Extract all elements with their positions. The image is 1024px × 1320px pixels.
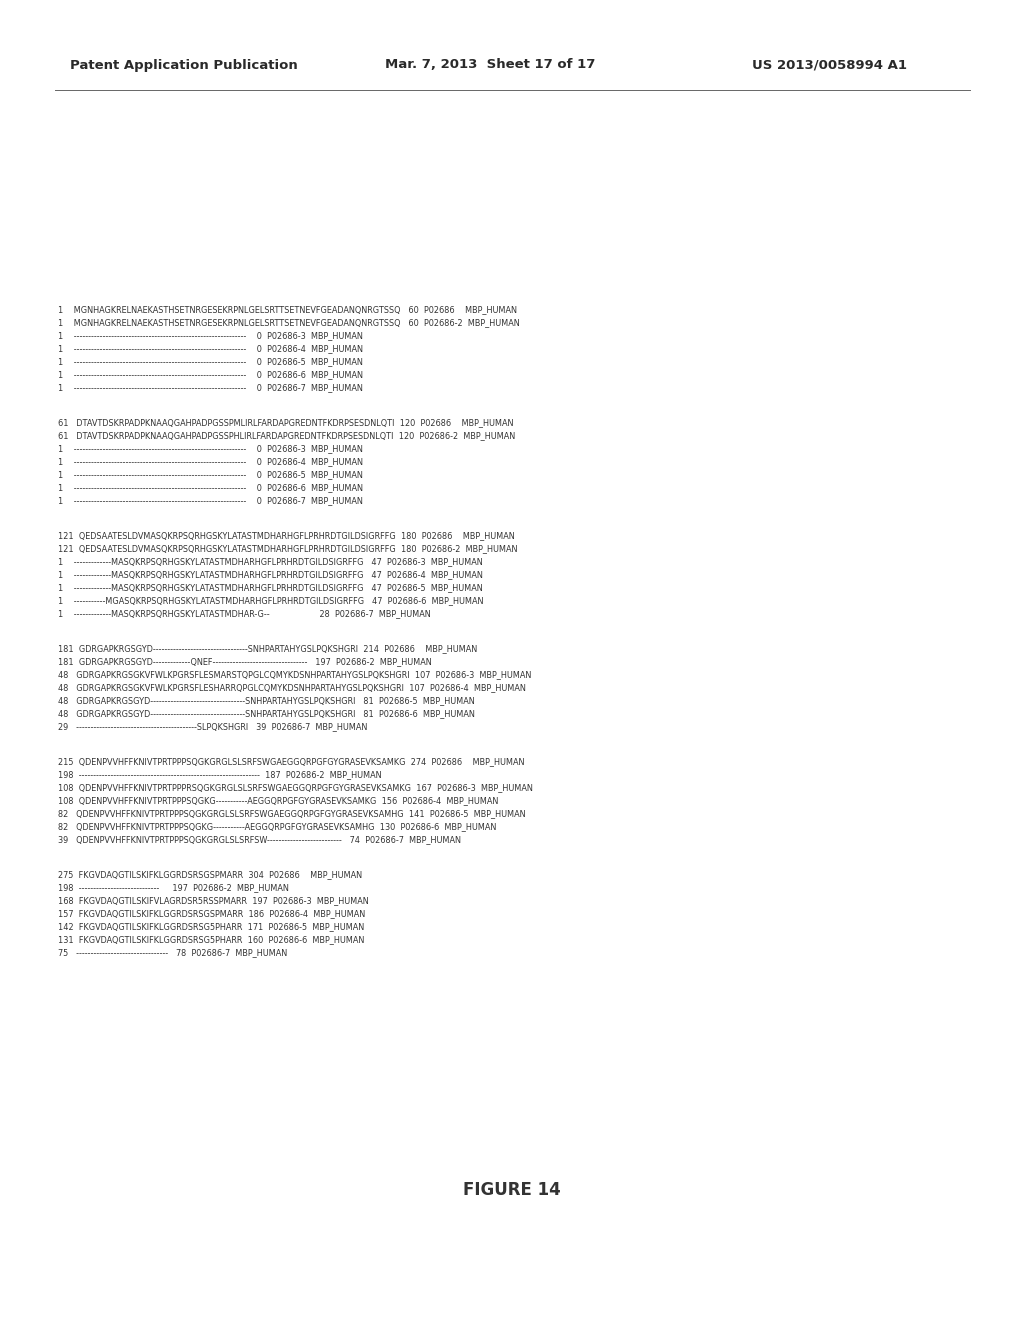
Text: 1    ------------------------------------------------------------    0  P02686-7: 1 --------------------------------------… bbox=[58, 496, 362, 506]
Text: 168  FKGVDAQGTILSKIFVLAGRDSR5RSSPMARR  197  P02686-3  MBP_HUMAN: 168 FKGVDAQGTILSKIFVLAGRDSR5RSSPMARR 197… bbox=[58, 896, 369, 906]
Text: Patent Application Publication: Patent Application Publication bbox=[70, 58, 298, 71]
Text: 157  FKGVDAQGTILSKIFKLGGRDSRSGSPMARR  186  P02686-4  MBP_HUMAN: 157 FKGVDAQGTILSKIFKLGGRDSRSGSPMARR 186 … bbox=[58, 909, 366, 919]
Text: 131  FKGVDAQGTILSKIFKLGGRDSRSG5PHARR  160  P02686-6  MBP_HUMAN: 131 FKGVDAQGTILSKIFKLGGRDSRSG5PHARR 160 … bbox=[58, 936, 365, 945]
Text: 121  QEDSAATESLDVMASQKRPSQRHGSKYLATASTMDHARHGFLPRHRDTGILDSIGRFFG  180  P02686-2 : 121 QEDSAATESLDVMASQKRPSQRHGSKYLATASTMDH… bbox=[58, 544, 517, 553]
Text: 1    -----------MGASQKRPSQRHGSKYLATASTMDHARHGFLPRHRDTGILDSIGRFFG   47  P02686-6 : 1 -----------MGASQKRPSQRHGSKYLATASTMDHAR… bbox=[58, 597, 483, 606]
Text: 82   QDENPVVHFFKNIVTPRTPPPSQGKG-----------AEGGQRPGFGYGRASEVKSAMHG  130  P02686-6: 82 QDENPVVHFFKNIVTPRTPPPSQGKG-----------… bbox=[58, 822, 497, 832]
Text: 1    ------------------------------------------------------------    0  P02686-4: 1 --------------------------------------… bbox=[58, 345, 362, 354]
Text: 1    ------------------------------------------------------------    0  P02686-3: 1 --------------------------------------… bbox=[58, 445, 362, 454]
Text: US 2013/0058994 A1: US 2013/0058994 A1 bbox=[752, 58, 907, 71]
Text: 1    ------------------------------------------------------------    0  P02686-6: 1 --------------------------------------… bbox=[58, 483, 362, 492]
Text: 275  FKGVDAQGTILSKIFKLGGRDSRSGSPMARR  304  P02686    MBP_HUMAN: 275 FKGVDAQGTILSKIFKLGGRDSRSGSPMARR 304 … bbox=[58, 870, 362, 879]
Text: 1    -------------MASQKRPSQRHGSKYLATASTMDHAR-G--                   28  P02686-7 : 1 -------------MASQKRPSQRHGSKYLATASTMDHA… bbox=[58, 610, 431, 619]
Text: 48   GDRGAPKRGSGYD---------------------------------SNHPARTAHYGSLPQKSHGRI   81  P: 48 GDRGAPKRGSGYD------------------------… bbox=[58, 697, 475, 705]
Text: 1    ------------------------------------------------------------    0  P02686-5: 1 --------------------------------------… bbox=[58, 358, 362, 367]
Text: 1    MGNHAGKRELNAEKASTHSETNRGESEKRPNLGELSRTTSETNEVFGEADANQNRGTSSQ   60  P02686-2: 1 MGNHAGKRELNAEKASTHSETNRGESEKRPNLGELSRT… bbox=[58, 318, 520, 327]
Text: 198  ---------------------------------------------------------------  187  P0268: 198 ------------------------------------… bbox=[58, 771, 382, 780]
Text: 1    ------------------------------------------------------------    0  P02686-4: 1 --------------------------------------… bbox=[58, 458, 362, 466]
Text: 1    ------------------------------------------------------------    0  P02686-7: 1 --------------------------------------… bbox=[58, 384, 362, 392]
Text: 75   --------------------------------   78  P02686-7  MBP_HUMAN: 75 -------------------------------- 78 P… bbox=[58, 949, 288, 957]
Text: 108  QDENPVVHFFKNIVTPRTPPPSQGKG-----------AEGGQRPGFGYGRASEVKSAMKG  156  P02686-4: 108 QDENPVVHFFKNIVTPRTPPPSQGKG----------… bbox=[58, 796, 499, 805]
Text: 181  GDRGAPKRGSGYD-------------QNEF---------------------------------   197  P026: 181 GDRGAPKRGSGYD-------------QNEF------… bbox=[58, 657, 432, 667]
Text: 142  FKGVDAQGTILSKIFKLGGRDSRSG5PHARR  171  P02686-5  MBP_HUMAN: 142 FKGVDAQGTILSKIFKLGGRDSRSG5PHARR 171 … bbox=[58, 923, 365, 932]
Text: 181  GDRGAPKRGSGYD---------------------------------SNHPARTAHYGSLPQKSHGRI  214  P: 181 GDRGAPKRGSGYD-----------------------… bbox=[58, 644, 477, 653]
Text: 48   GDRGAPKRGSGKVFWLKPGRSFLESHARRQPGLCQMYKDSNHPARTAHYGSLPQKSHGRI  107  P02686-4: 48 GDRGAPKRGSGKVFWLKPGRSFLESHARRQPGLCQMY… bbox=[58, 684, 526, 693]
Text: 1    -------------MASQKRPSQRHGSKYLATASTMDHARHGFLPRHRDTGILDSIGRFFG   47  P02686-3: 1 -------------MASQKRPSQRHGSKYLATASTMDHA… bbox=[58, 557, 482, 566]
Text: 29   ------------------------------------------SLPQKSHGRI   39  P02686-7  MBP_HU: 29 -------------------------------------… bbox=[58, 722, 368, 731]
Text: 1    ------------------------------------------------------------    0  P02686-3: 1 --------------------------------------… bbox=[58, 331, 362, 341]
Text: 82   QDENPVVHFFKNIVTPRTPPPSQGKGRGLSLSRFSWGAEGGQRPGFGYGRASEVKSAMHG  141  P02686-5: 82 QDENPVVHFFKNIVTPRTPPPSQGKGRGLSLSRFSWG… bbox=[58, 809, 525, 818]
Text: 1    -------------MASQKRPSQRHGSKYLATASTMDHARHGFLPRHRDTGILDSIGRFFG   47  P02686-5: 1 -------------MASQKRPSQRHGSKYLATASTMDHA… bbox=[58, 583, 482, 593]
Text: 1    ------------------------------------------------------------    0  P02686-6: 1 --------------------------------------… bbox=[58, 371, 362, 380]
Text: Mar. 7, 2013  Sheet 17 of 17: Mar. 7, 2013 Sheet 17 of 17 bbox=[385, 58, 595, 71]
Text: 198  ----------------------------     197  P02686-2  MBP_HUMAN: 198 ---------------------------- 197 P02… bbox=[58, 883, 289, 892]
Text: 215  QDENPVVHFFKNIVTPRTPPPSQGKGRGLSLSRFSWGAEGGQRPGFGYGRASEVKSAMKG  274  P02686  : 215 QDENPVVHFFKNIVTPRTPPPSQGKGRGLSLSRFSW… bbox=[58, 758, 524, 767]
Text: 1    MGNHAGKRELNAEKASTHSETNRGESEKRPNLGELSRTTSETNEVFGEADANQNRGTSSQ   60  P02686  : 1 MGNHAGKRELNAEKASTHSETNRGESEKRPNLGELSRT… bbox=[58, 305, 517, 314]
Text: 39   QDENPVVHFFKNIVTPRTPPPSQGKGRGLSLSRFSW--------------------------   74  P02686: 39 QDENPVVHFFKNIVTPRTPPPSQGKGRGLSLSRFSW-… bbox=[58, 836, 461, 845]
Text: 61   DTAVTDSKRPADPKNAAQGAHPADPGSSPMLIRLFARDAPGREDNTFKDRPSESDNLQTI  120  P02686  : 61 DTAVTDSKRPADPKNAAQGAHPADPGSSPMLIRLFAR… bbox=[58, 418, 513, 428]
Text: 48   GDRGAPKRGSGYD---------------------------------SNHPARTAHYGSLPQKSHGRI   81  P: 48 GDRGAPKRGSGYD------------------------… bbox=[58, 710, 475, 718]
Text: 48   GDRGAPKRGSGKVFWLKPGRSFLESMARSTQPGLCQMYKDSNHPARTAHYGSLPQKSHGRI  107  P02686-: 48 GDRGAPKRGSGKVFWLKPGRSFLESMARSTQPGLCQM… bbox=[58, 671, 531, 680]
Text: 1    ------------------------------------------------------------    0  P02686-5: 1 --------------------------------------… bbox=[58, 470, 362, 479]
Text: 108  QDENPVVHFFKNIVTPRTPPPRSQGKGRGLSLSRFSWGAEGGQRPGFGYGRASEVKSAMKG  167  P02686-: 108 QDENPVVHFFKNIVTPRTPPPRSQGKGRGLSLSRFS… bbox=[58, 784, 532, 792]
Text: 121  QEDSAATESLDVMASQKRPSQRHGSKYLATASTMDHARHGFLPRHRDTGILDSIGRFFG  180  P02686   : 121 QEDSAATESLDVMASQKRPSQRHGSKYLATASTMDH… bbox=[58, 532, 515, 540]
Text: 61   DTAVTDSKRPADPKNAAQGAHPADPGSSPHLIRLFARDAPGREDNTFKDRPSESDNLQTI  120  P02686-2: 61 DTAVTDSKRPADPKNAAQGAHPADPGSSPHLIRLFAR… bbox=[58, 432, 515, 441]
Text: 1    -------------MASQKRPSQRHGSKYLATASTMDHARHGFLPRHRDTGILDSIGRFFG   47  P02686-4: 1 -------------MASQKRPSQRHGSKYLATASTMDHA… bbox=[58, 570, 483, 579]
Text: FIGURE 14: FIGURE 14 bbox=[463, 1181, 561, 1199]
